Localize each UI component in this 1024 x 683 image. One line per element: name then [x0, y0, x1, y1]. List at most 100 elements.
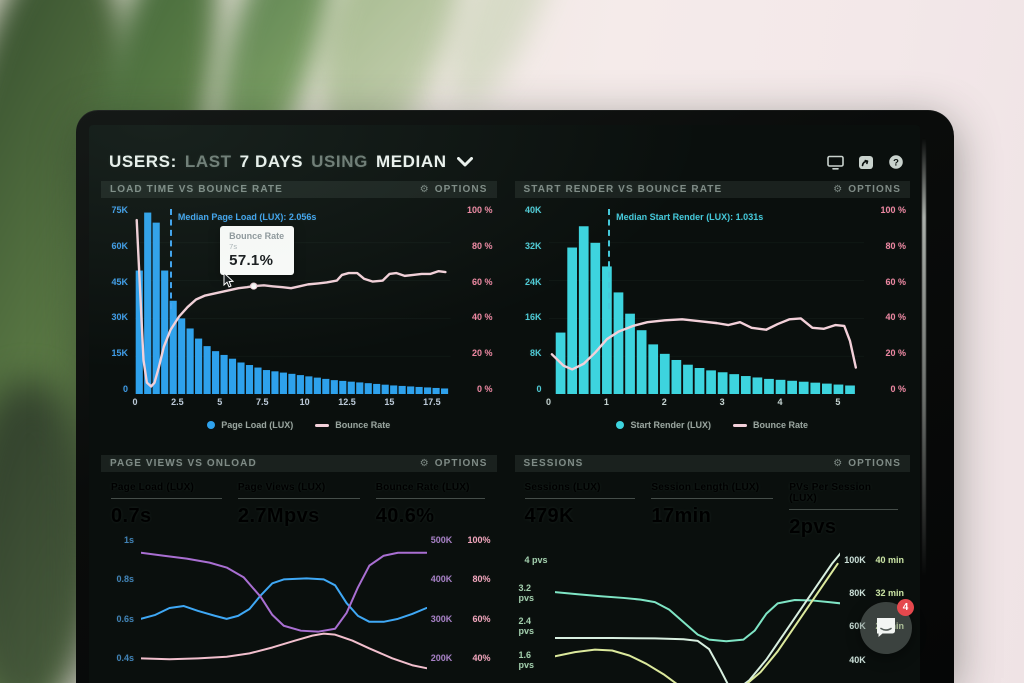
legend-label: Start Render (LUX)	[630, 420, 711, 430]
tooltip-subtitle: 7s	[229, 241, 238, 251]
legend-label: Page Load (LUX)	[221, 420, 294, 430]
axis-tick: 0	[545, 397, 552, 407]
mini-plot-area	[555, 545, 841, 683]
axis-tick: 24K	[524, 276, 542, 287]
legend-start-render[interactable]: Start Render (LUX)	[616, 420, 711, 430]
axis-tick-row: 80K 32 min	[849, 587, 904, 598]
axis-tick: 0.8s	[116, 574, 134, 585]
options-button[interactable]: ⚙ OPTIONS	[420, 458, 488, 469]
axis-tick: 10	[299, 397, 310, 407]
metric-underline	[524, 498, 636, 499]
metric-value: 17min	[651, 505, 712, 527]
start-render-chart: 40K 32K 24K 16K 8K 0 Median Start Render (LUX…	[515, 198, 911, 410]
legend-label: Bounce Rate	[335, 420, 391, 430]
laptop-bezel: USERS: LAST 7 DAYS USING MEDIAN ?	[76, 110, 954, 683]
median-label: Median Start Render (LUX): 1.031s	[616, 211, 764, 222]
metric-value: 0.7s	[111, 505, 152, 527]
options-label: OPTIONS	[434, 458, 488, 469]
metric-bounce-rate: Bounce Rate (LUX) 40.6%	[375, 482, 485, 528]
y-axis-left: 40K 32K 24K 16K 8K 0	[519, 205, 549, 410]
metric-label: Page Load (LUX)	[111, 482, 195, 493]
axis-tick: 0 %	[890, 383, 906, 394]
metric-pvs-per-session: PVs Per Session (LUX) 2pvs	[789, 482, 898, 539]
metric-summary-row: Sessions (LUX) 479K Session Length (LUX)…	[515, 472, 911, 541]
axis-tick: 32K	[524, 240, 542, 251]
legend-bounce-rate[interactable]: Bounce Rate	[733, 420, 808, 430]
title-users: USERS:	[109, 152, 177, 171]
options-label: OPTIONS	[848, 458, 901, 469]
tooltip-value: 57.1%	[229, 251, 274, 269]
metric-value: 2pvs	[789, 516, 837, 538]
y-axis-left: 75K 60K 45K 30K 15K 0	[105, 205, 135, 410]
axis-tick-row: 100K 40 min	[844, 554, 904, 565]
y-axis-right: 100 % 80 % 60 % 40 % 20 % 0 %	[451, 205, 495, 410]
axis-tick: 7.5	[255, 397, 269, 407]
metric-page-views: Page Views (LUX) 2.7Mpvs	[237, 482, 360, 528]
panel-page-views: PAGE VIEWS VS ONLOAD ⚙ OPTIONS Page Load…	[101, 455, 497, 683]
svg-text:?: ?	[893, 157, 899, 168]
legend-line-marker	[733, 423, 747, 427]
y-axis-right: 100 % 80 % 60 % 40 % 20 % 0 %	[864, 205, 908, 410]
panel-sessions: SESSIONS ⚙ OPTIONS Sessions (LUX) 479K	[514, 455, 911, 683]
legend-bounce-rate[interactable]: Bounce Rate	[315, 420, 390, 430]
metric-label: Page Views (LUX)	[237, 482, 326, 493]
axis-tick-row: 300K 60%	[430, 613, 491, 624]
gear-icon: ⚙	[419, 183, 430, 195]
mini-plot-area	[141, 534, 427, 682]
y-axis-right: 500K 100% 400K 80% 300K 60% 200K 40%	[427, 534, 493, 682]
load-time-chart: 75K 60K 45K 30K 15K 0 Median Page Load (LUX):…	[101, 198, 497, 410]
median-marker-line	[169, 208, 172, 309]
chart-legend: Page Load (LUX) Bounce Rate	[101, 415, 497, 435]
axis-tick: 2.4 pvs	[518, 616, 535, 637]
title-days: 7 DAYS	[239, 152, 304, 171]
start-render-plot-area[interactable]: Median Start Render (LUX): 1.031s 0 1 2 3 4 5	[546, 205, 864, 407]
gear-icon: ⚙	[419, 457, 430, 469]
axis-tick: 1.6 pvs	[518, 649, 535, 670]
panel-title: START RENDER VS BOUNCE RATE	[523, 184, 723, 195]
chart-legend: Start Render (LUX) Bounce Rate	[515, 415, 911, 435]
metric-label: Sessions (LUX)	[524, 482, 601, 493]
display-icon[interactable]	[827, 154, 844, 170]
panel-grid: LOAD TIME VS BOUNCE RATE ⚙ OPTIONS 75K 60…	[101, 181, 910, 683]
chat-launcher-button[interactable]: 4	[860, 599, 914, 654]
panel-start-render: START RENDER VS BOUNCE RATE ⚙ OPTIONS 40…	[514, 181, 911, 443]
metric-sessions: Sessions (LUX) 479K	[524, 482, 636, 539]
metric-value: 40.6%	[375, 505, 435, 527]
y-axis-left: 4 pvs 3.2 pvs 2.4 pvs 1.6 pvs	[519, 545, 555, 683]
axis-tick: 16K	[524, 312, 542, 323]
metric-underline	[237, 498, 360, 499]
chat-bubble-icon	[877, 618, 895, 637]
notification-badge: 4	[897, 599, 914, 616]
users-range-dropdown[interactable]: USERS: LAST 7 DAYS USING MEDIAN	[109, 152, 473, 172]
load-time-plot-area[interactable]: Median Page Load (LUX): 2.056s Bounce Ra…	[132, 205, 451, 407]
panel-header: PAGE VIEWS VS ONLOAD ⚙ OPTIONS	[101, 455, 497, 472]
metric-label: Session Length (LUX)	[651, 482, 760, 493]
help-icon[interactable]: ?	[887, 154, 904, 170]
axis-tick: 3.2 pvs	[518, 582, 535, 603]
axis-tick-row: 500K 100%	[430, 534, 491, 545]
options-button[interactable]: ⚙ OPTIONS	[833, 184, 901, 195]
legend-label: Bounce Rate	[753, 420, 809, 430]
legend-dot-marker	[207, 421, 216, 429]
metric-session-length: Session Length (LUX) 17min	[651, 482, 774, 539]
median-label: Median Page Load (LUX): 2.056s	[177, 211, 317, 222]
title-using: USING	[311, 152, 368, 171]
axis-tick: 60 %	[885, 276, 906, 287]
screen-glass-reflection	[922, 138, 926, 578]
title-metric: MEDIAN	[375, 152, 447, 171]
options-button[interactable]: ⚙ OPTIONS	[420, 184, 488, 195]
page-views-mini-chart[interactable]: 1s 0.8s 0.6s 0.4s 500K 100% 400K 80% 300K 60% 200…	[105, 534, 493, 682]
sessions-mini-chart[interactable]: 4 pvs 3.2 pvs 2.4 pvs 1.6 pvs 100K 40 min 80K…	[519, 545, 907, 683]
axis-tick: 15K	[111, 348, 128, 359]
axis-tick: 8K	[529, 348, 542, 359]
mouse-cursor-icon	[223, 272, 235, 288]
x-axis: 0 1 2 3 4 5	[545, 397, 865, 409]
metric-value: 2.7Mpvs	[237, 505, 320, 527]
options-button[interactable]: ⚙ OPTIONS	[833, 458, 901, 469]
share-icon[interactable]	[857, 154, 874, 170]
axis-tick: 5	[217, 397, 223, 407]
dashboard-header: USERS: LAST 7 DAYS USING MEDIAN ?	[109, 147, 904, 177]
x-axis: 0 2.5 5 7.5 10 12.5 15 17.5	[132, 397, 451, 409]
legend-page-load[interactable]: Page Load (LUX)	[207, 420, 293, 430]
y-axis-left: 1s 0.8s 0.6s 0.4s	[105, 534, 141, 682]
